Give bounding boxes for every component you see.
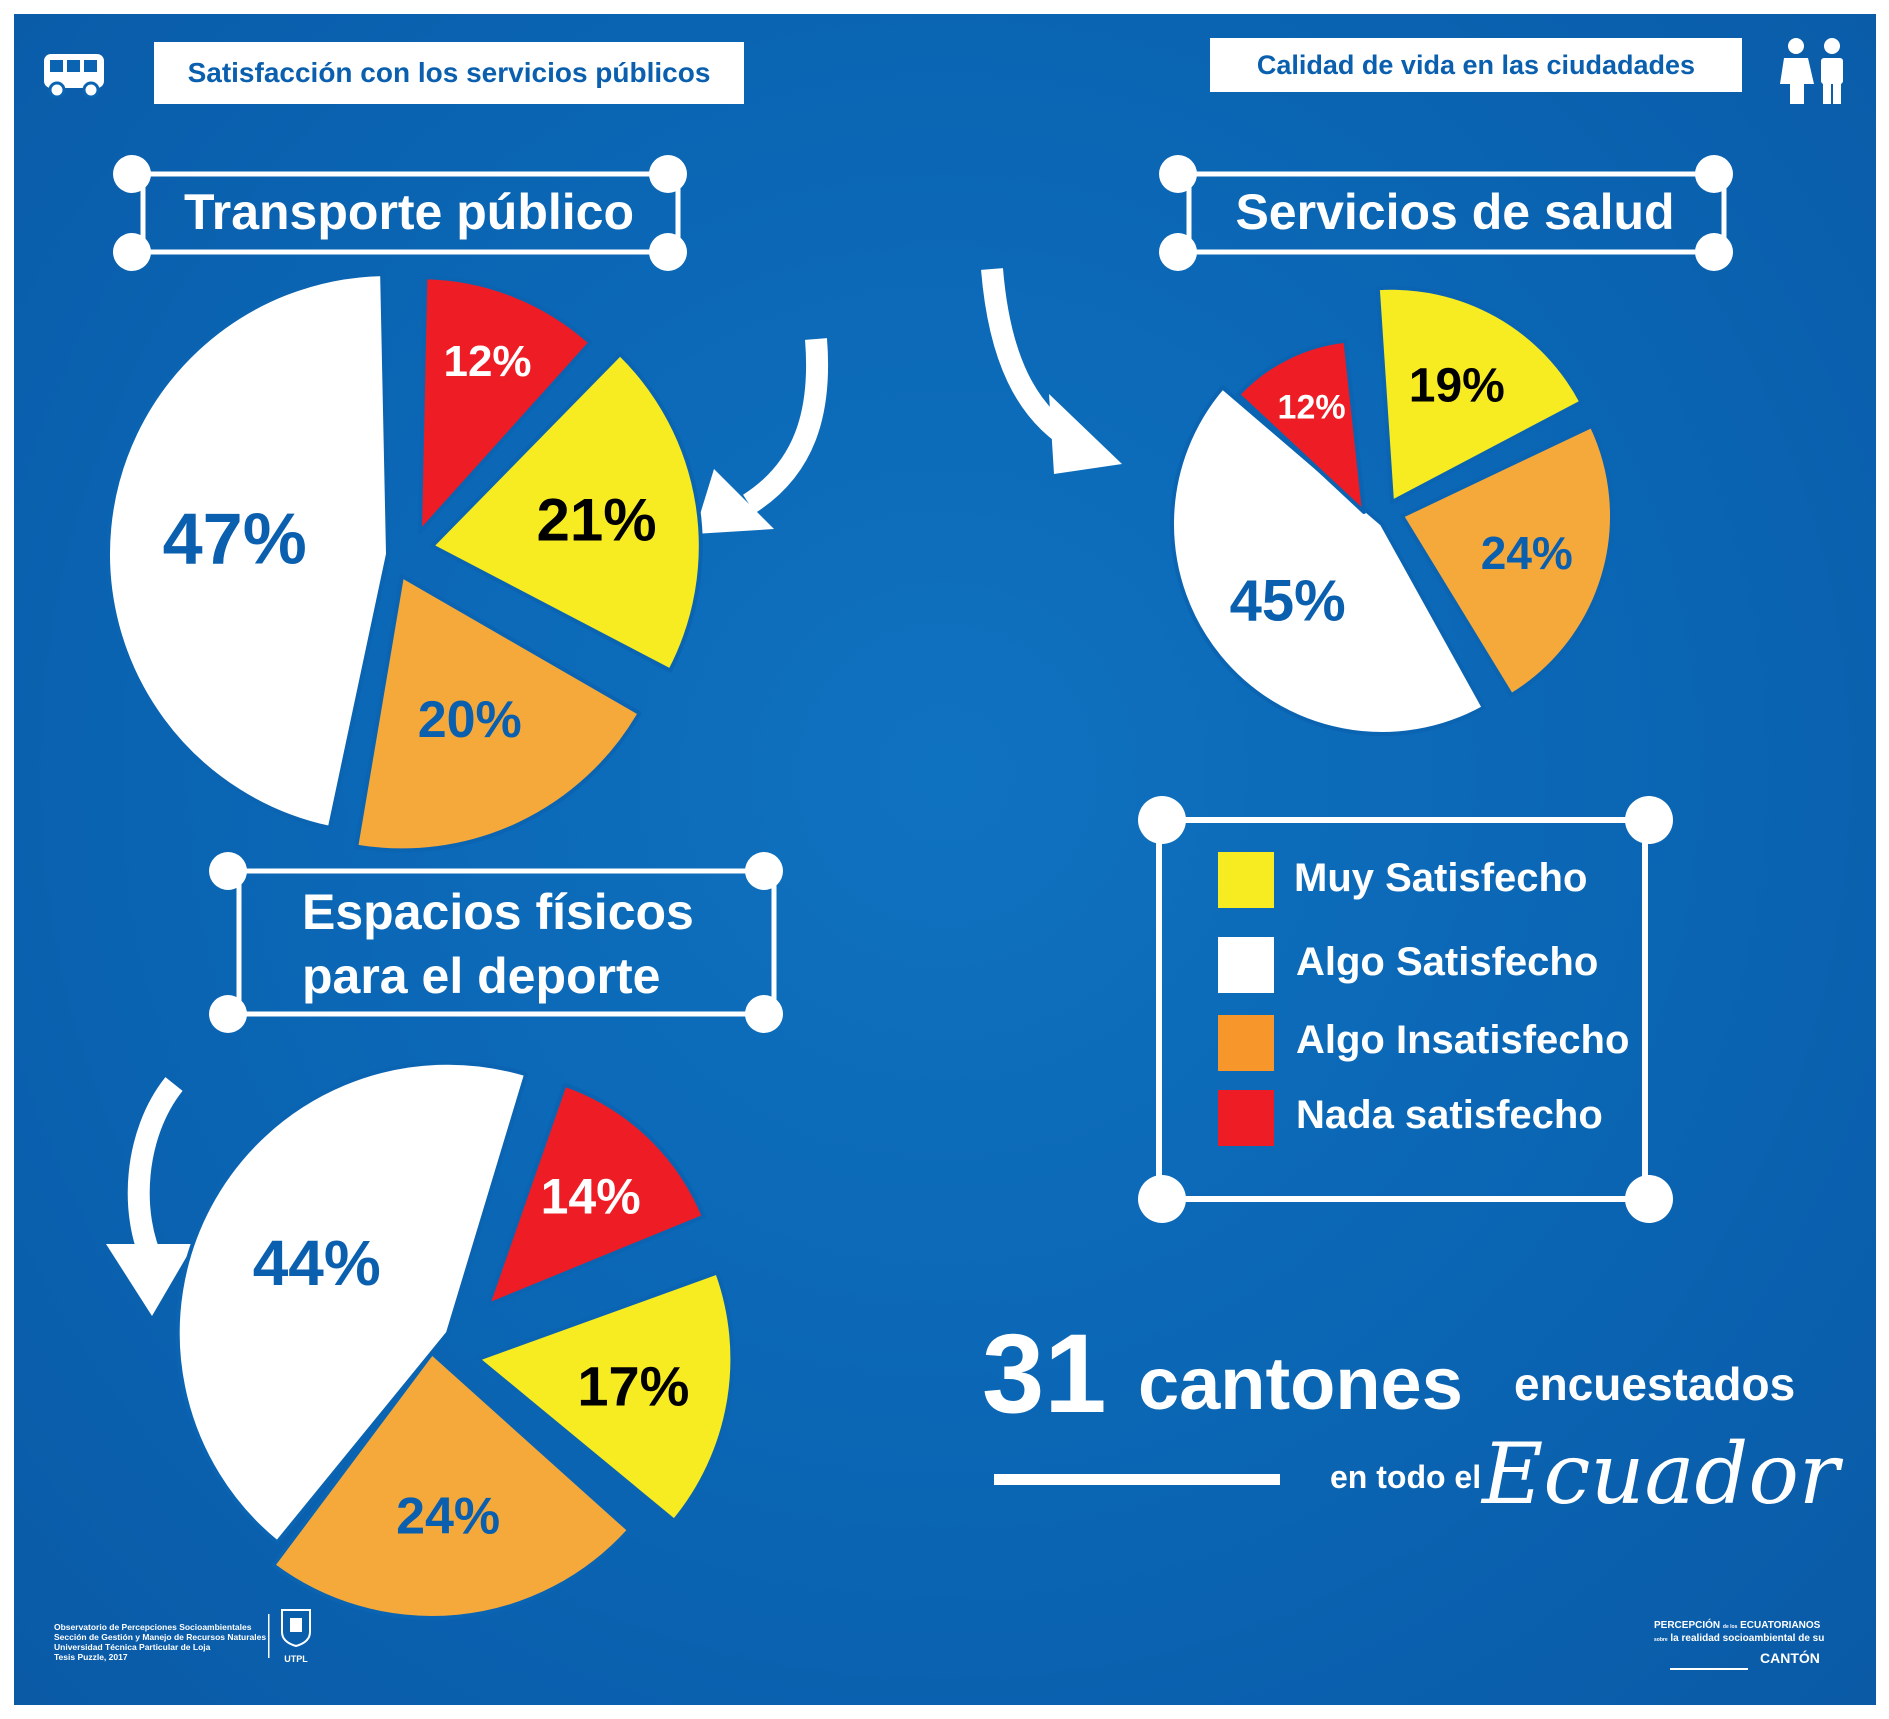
chart-title-deporte-line1: Espacios físicos — [302, 884, 694, 940]
pie-charts: 12% 21% 20% 47% 19% 24% 45% 12% 14% 17% 24% 44% — [106, 272, 1614, 1620]
legend-swatch-algo-insat — [1218, 1015, 1274, 1071]
brand-word1: PERCEPCIÓN — [1654, 1620, 1721, 1631]
pie-2-slice-nada-satisfecho — [486, 1082, 706, 1307]
frame-deporte — [224, 868, 777, 1017]
pie-0-label-nada-satisfecho: 12% — [443, 337, 531, 386]
pie-0-slice-algo-insatisfecho — [354, 574, 642, 853]
brand-block: PERCEPCIÓN de los ECUATORIANOS sobre la … — [1654, 1620, 1854, 1666]
pie-2-slice-algo-insatisfecho — [271, 1351, 632, 1620]
credit-line-1: Observatorio de Percepciones Socioambien… — [54, 1622, 252, 1632]
chart-title-transporte: Transporte público — [183, 184, 635, 240]
credit-line-4: Tesis Puzzle, 2017 — [54, 1652, 128, 1662]
utpl-logo-text: UTPL — [284, 1654, 308, 1664]
pie-0-slice-nada-satisfecho — [418, 275, 593, 534]
frame-transporte — [128, 171, 681, 255]
legend-label-nada: Nada satisfecho — [1296, 1093, 1603, 1137]
legend-label-muy: Muy Satisfecho — [1294, 856, 1588, 900]
pie-1-label-nada-satisfecho: 12% — [1278, 388, 1346, 426]
summary-country: Ecuador — [1482, 1425, 1840, 1523]
summary-number: 31 — [982, 1311, 1107, 1436]
frame-legend — [1156, 817, 1659, 1202]
brand-line2: sobre la realidad socioambiental de su — [1654, 1633, 1854, 1646]
chart-title-deporte-line2: para el deporte — [302, 948, 661, 1004]
brand-word2: ECUATORIANOS — [1740, 1620, 1821, 1631]
pie-2-slice-algo-satisfecho — [175, 1060, 529, 1545]
brand-line1: PERCEPCIÓN de los ECUATORIANOS — [1654, 1620, 1854, 1633]
arrow-transporte-head — [694, 469, 774, 534]
arrow-salud-head — [1049, 394, 1122, 474]
brand-small1: de los — [1722, 1624, 1738, 1630]
infographic-poster: Satisfacción con los servicios públicos … — [14, 14, 1876, 1705]
credit-line-2: Sección de Gestión y Manejo de Recursos … — [54, 1632, 267, 1642]
legend-swatch-muy — [1218, 852, 1274, 908]
credit-line-3: Universidad Técnica Particular de Loja — [54, 1642, 211, 1652]
pie-2-label-nada-satisfecho: 14% — [541, 1169, 641, 1225]
arrow-transporte — [742, 338, 829, 514]
left-header-title: Satisfacción con los servicios públicos — [154, 42, 744, 104]
brand-word3: la realidad socioambiental de su — [1670, 1633, 1825, 1644]
pie-0-label-muy-satisfecho: 21% — [537, 486, 657, 553]
pie-1-slice-algo-insatisfecho — [1400, 423, 1614, 698]
pie-2-label-muy-satisfecho: 17% — [577, 1354, 689, 1417]
footer-credits: Observatorio de Percepciones Socioambien… — [54, 1622, 266, 1662]
utpl-logo — [281, 1609, 311, 1648]
summary-prefix: en todo el — [1330, 1459, 1482, 1495]
pie-2-label-algo-insatisfecho: 24% — [396, 1488, 500, 1546]
pie-2-slice-muy-satisfecho — [476, 1270, 735, 1523]
right-header-title: Calidad de vida en las ciudadades — [1210, 38, 1742, 92]
chart-title-salud: Servicios de salud — [1235, 184, 1675, 240]
pie-0-label-algo-insatisfecho: 20% — [418, 691, 522, 749]
legend-swatch-algo-sat — [1218, 937, 1274, 993]
pie-1-label-algo-satisfecho: 45% — [1230, 568, 1346, 633]
decorations — [106, 155, 1748, 1670]
summary-word2: encuestados — [1514, 1358, 1796, 1410]
people-icon — [1780, 38, 1843, 104]
summary-underline — [994, 1474, 1280, 1485]
legend-swatch-nada — [1218, 1090, 1274, 1146]
pie-1-slice-muy-satisfecho — [1375, 285, 1584, 504]
legend-label-algo-insat: Algo Insatisfecho — [1296, 1018, 1630, 1062]
brand-canton: CANTÓN — [1760, 1650, 1820, 1666]
pie-2-label-algo-satisfecho: 44% — [253, 1227, 381, 1299]
brand-small2: sobre — [1654, 1637, 1668, 1643]
arrow-deporte-head — [106, 1244, 194, 1316]
pie-0-slice-algo-satisfecho — [106, 272, 390, 830]
pie-1-slice-nada-satisfecho — [1236, 338, 1366, 514]
bus-icon — [44, 54, 104, 99]
summary-word: cantones — [1138, 1342, 1463, 1425]
pie-1-label-muy-satisfecho: 19% — [1409, 360, 1505, 413]
pie-0-slice-muy-satisfecho — [430, 351, 703, 673]
pie-1-label-algo-insatisfecho: 24% — [1481, 527, 1573, 579]
pie-1-slice-algo-satisfecho — [1170, 385, 1486, 736]
legend-label-algo-sat: Algo Satisfecho — [1296, 940, 1599, 984]
pie-0-label-algo-satisfecho: 47% — [163, 500, 307, 580]
